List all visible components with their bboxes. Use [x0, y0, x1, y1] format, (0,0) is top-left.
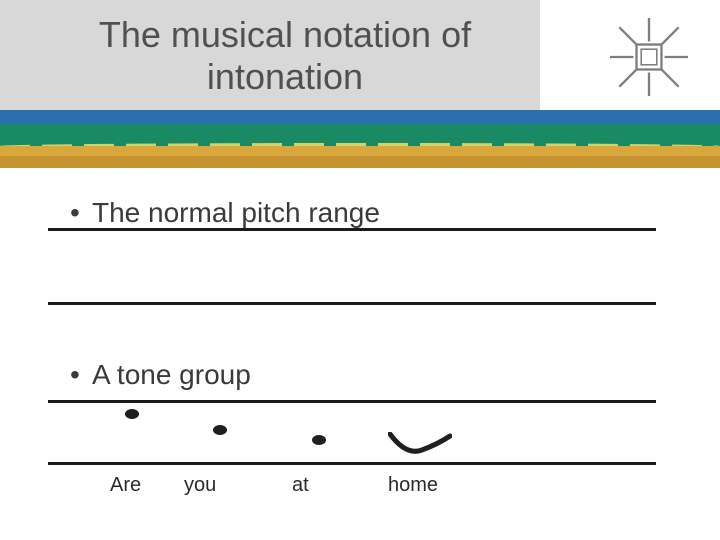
tone-word-home: home	[388, 474, 438, 497]
tone-word-are: Are	[110, 474, 141, 497]
bullet-tone-group: A tone group	[92, 358, 251, 392]
compass-square-icon	[610, 18, 688, 96]
slide-header: The musical notation of intonation	[0, 0, 720, 110]
fall-rise-contour	[388, 432, 452, 454]
stave-line	[48, 302, 656, 305]
stave-line	[48, 228, 656, 231]
pitch-dot-at	[312, 435, 326, 445]
stave-line	[48, 462, 656, 465]
banner-sand-upper	[0, 146, 720, 156]
decorative-banner	[0, 110, 720, 168]
slide-title: The musical notation of intonation	[30, 14, 540, 99]
pitch-dot-you	[213, 425, 227, 435]
slide: The musical notation of intonation	[0, 0, 720, 540]
tone-word-you: you	[184, 474, 216, 497]
logo-area	[540, 0, 720, 110]
stave-line	[48, 400, 656, 403]
pitch-dot-are	[125, 409, 139, 419]
banner-sky	[0, 110, 720, 124]
bullet-pitch-range: The normal pitch range	[92, 196, 380, 230]
tone-word-at: at	[292, 474, 309, 497]
slide-title-container: The musical notation of intonation	[30, 6, 540, 106]
banner-sand-lower	[0, 156, 720, 168]
